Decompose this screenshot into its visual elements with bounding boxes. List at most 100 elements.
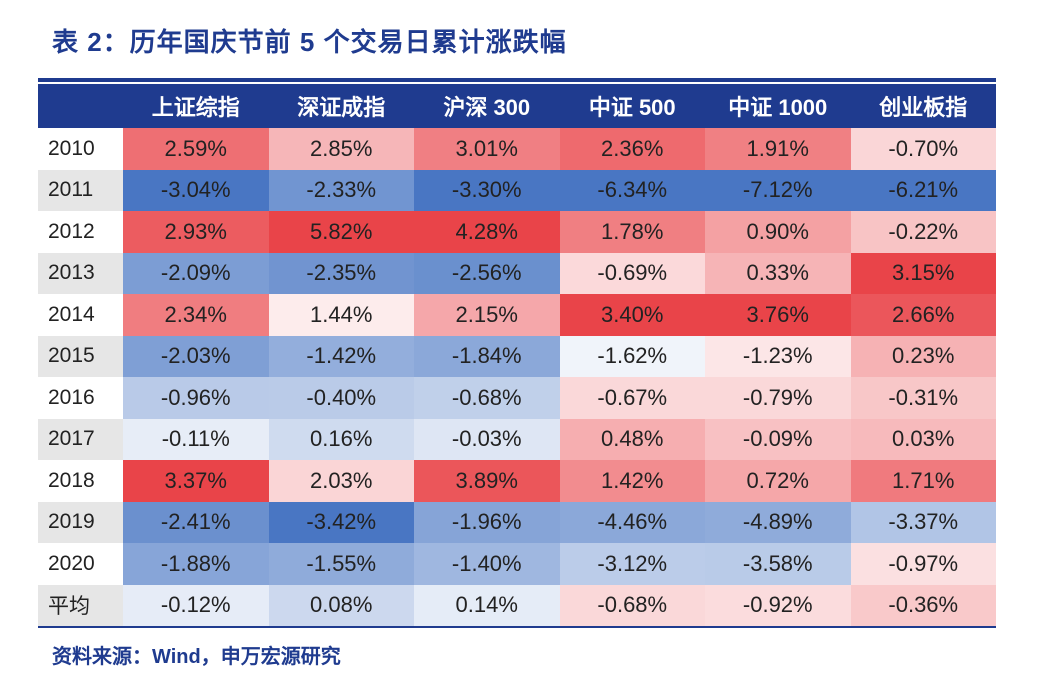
column-header: 深证成指 [268, 84, 414, 128]
heat-cell: -0.67% [559, 377, 705, 419]
table-row: 2013 -2.09% -2.35% -2.56% -0.69% 0.33% 3.15% [38, 252, 996, 294]
top-rule [38, 78, 996, 82]
table-row: 2015 -2.03% -1.42% -1.84% -1.62% -1.23% 0.23% [38, 335, 996, 377]
heat-cell: -3.04% [123, 169, 269, 211]
heat-cell: 2.85% [268, 128, 414, 170]
heat-cell: -1.42% [268, 335, 414, 377]
row-label: 2014 [48, 302, 95, 326]
heat-cell: -0.09% [705, 418, 851, 460]
table-row: 平均 -0.12% 0.08% 0.14% -0.68% -0.92% -0.36% [38, 584, 996, 626]
row-label: 2010 [48, 136, 95, 160]
heat-cell: -0.92% [705, 584, 851, 626]
heat-cell: -1.55% [268, 543, 414, 585]
table-row: 2020 -1.88% -1.55% -1.40% -3.12% -3.58% -0.97% [38, 543, 996, 585]
heat-cell: -0.03% [414, 418, 560, 460]
heat-cell: 2.03% [268, 460, 414, 502]
heat-cell: -0.31% [850, 377, 996, 419]
row-label: 2011 [38, 169, 123, 211]
heat-cell: -2.56% [414, 252, 560, 294]
heat-cell: -2.09% [123, 252, 269, 294]
heat-cell: 1.91% [705, 128, 851, 170]
heat-cell: 3.01% [414, 128, 560, 170]
row-label: 2016 [48, 385, 95, 409]
heat-cell: -2.35% [268, 252, 414, 294]
heat-cell: -0.96% [123, 377, 269, 419]
heat-cell: 2.59% [123, 128, 269, 170]
heat-cell: 0.90% [705, 211, 851, 253]
column-header: 沪深 300 [414, 84, 560, 128]
heatmap-table: 上证综指 深证成指 沪深 300 中证 500 中证 1000 创业板指 201… [38, 84, 996, 626]
heat-cell: -0.36% [850, 584, 996, 626]
table-row: 2011 -3.04% -2.33% -3.30% -6.34% -7.12% -6.21% [38, 169, 996, 211]
heat-cell: -1.40% [414, 543, 560, 585]
row-label: 2019 [38, 501, 123, 543]
heat-cell: 5.82% [268, 211, 414, 253]
heat-cell: -6.21% [850, 169, 996, 211]
heat-cell: 1.78% [559, 211, 705, 253]
heat-cell: -2.33% [268, 169, 414, 211]
heat-cell: 1.71% [850, 460, 996, 502]
heat-cell: -2.41% [123, 501, 269, 543]
heat-cell: 3.15% [850, 252, 996, 294]
column-header: 上证综指 [123, 84, 269, 128]
heat-cell: 2.66% [850, 294, 996, 336]
table-row: 2016 -0.96% -0.40% -0.68% -0.67% -0.79% -0.31% [38, 377, 996, 419]
table-row: 2019 -2.41% -3.42% -1.96% -4.46% -4.89% -3.37% [38, 501, 996, 543]
row-label: 2020 [48, 551, 95, 575]
heat-cell: -3.30% [414, 169, 560, 211]
heat-cell: 1.44% [268, 294, 414, 336]
column-header: 中证 1000 [705, 84, 851, 128]
heat-cell: -1.84% [414, 335, 560, 377]
heat-cell: -0.22% [850, 211, 996, 253]
heat-cell: -0.12% [123, 584, 269, 626]
heat-cell: -2.03% [123, 335, 269, 377]
heat-cell: 2.93% [123, 211, 269, 253]
heat-cell: -0.79% [705, 377, 851, 419]
row-label: 2018 [48, 468, 95, 492]
heat-cell: 2.34% [123, 294, 269, 336]
heat-cell: 0.33% [705, 252, 851, 294]
heat-cell: 0.72% [705, 460, 851, 502]
heat-cell: 3.40% [559, 294, 705, 336]
row-label: 2012 [48, 219, 95, 243]
row-label: 2017 [38, 418, 123, 460]
heat-cell: -0.69% [559, 252, 705, 294]
heat-cell: -3.12% [559, 543, 705, 585]
heat-cell: 4.28% [414, 211, 560, 253]
heat-cell: 2.36% [559, 128, 705, 170]
table-row: 2018 3.37% 2.03% 3.89% 1.42% 0.72% 1.71% [38, 460, 996, 502]
heat-cell: -6.34% [559, 169, 705, 211]
table-row: 2014 2.34% 1.44% 2.15% 3.40% 3.76% 2.66% [38, 294, 996, 336]
heat-cell: 3.76% [705, 294, 851, 336]
heat-cell: -4.46% [559, 501, 705, 543]
heat-cell: 3.37% [123, 460, 269, 502]
heat-cell: -1.23% [705, 335, 851, 377]
heat-cell: -0.68% [559, 584, 705, 626]
heat-cell: -1.62% [559, 335, 705, 377]
table-row: 2017 -0.11% 0.16% -0.03% 0.48% -0.09% 0.03% [38, 418, 996, 460]
heat-cell: 0.48% [559, 418, 705, 460]
column-header: 创业板指 [850, 84, 996, 128]
heat-cell: -7.12% [705, 169, 851, 211]
heatmap-body: 2010 2.59% 2.85% 3.01% 2.36% 1.91% -0.70% 2011-… [38, 128, 996, 626]
row-label: 2015 [38, 335, 123, 377]
column-header: 中证 500 [559, 84, 705, 128]
heat-cell: 0.23% [850, 335, 996, 377]
table-title: 表 2：历年国庆节前 5 个交易日累计涨跌幅 [52, 27, 567, 57]
heat-cell: -3.37% [850, 501, 996, 543]
bottom-rule [38, 626, 996, 628]
heat-cell: -1.96% [414, 501, 560, 543]
heat-cell: 0.16% [268, 418, 414, 460]
heat-cell: 1.42% [559, 460, 705, 502]
header-row: 上证综指 深证成指 沪深 300 中证 500 中证 1000 创业板指 [38, 84, 996, 128]
heat-cell: -1.88% [123, 543, 269, 585]
heat-cell: -0.70% [850, 128, 996, 170]
heat-cell: -4.89% [705, 501, 851, 543]
heat-cell: -3.42% [268, 501, 414, 543]
heat-cell: 0.14% [414, 584, 560, 626]
table-row: 2010 2.59% 2.85% 3.01% 2.36% 1.91% -0.70% [38, 128, 996, 170]
heat-cell: -0.97% [850, 543, 996, 585]
heat-cell: 0.08% [268, 584, 414, 626]
row-label: 平均 [38, 584, 123, 626]
heat-cell: -0.68% [414, 377, 560, 419]
